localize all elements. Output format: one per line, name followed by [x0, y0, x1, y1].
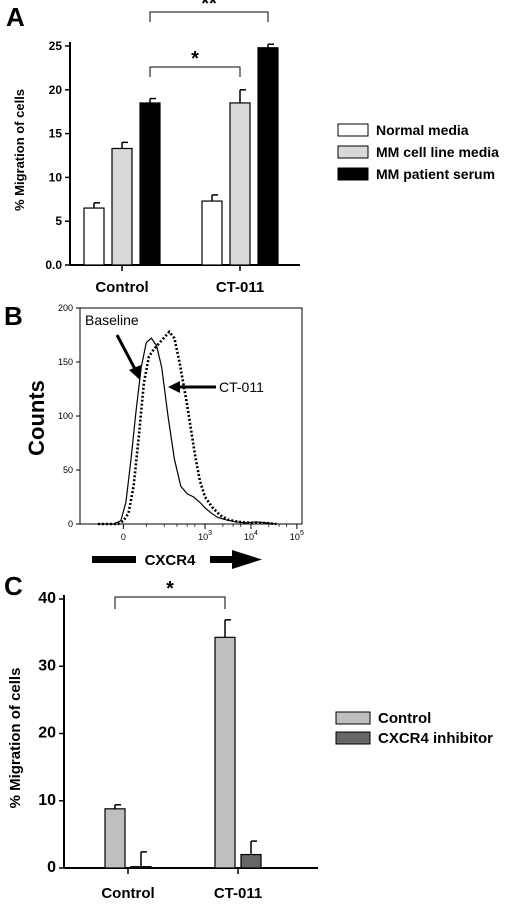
- chart-a-bar: [111, 147, 133, 266]
- chart-b-xtick-label: 105: [290, 530, 304, 542]
- chart-c-legend-label: Control: [378, 710, 431, 727]
- chart-b-ytick-label: 100: [58, 411, 73, 421]
- chart-b: Counts 0 50 100 150 200 0 103 104 105 CXCR4 Basel…: [24, 303, 304, 569]
- chart-c-legend-swatch: [335, 711, 371, 725]
- chart-b-series-ct-011: [97, 329, 277, 526]
- chart-b-xtick-label: 0: [121, 532, 126, 542]
- chart-b-ytick-label: 150: [58, 357, 73, 367]
- chart-b-annotation-baseline-arrow: [115, 334, 138, 372]
- chart-a-ytick-label: 25: [49, 39, 63, 53]
- chart-a-legend-swatch: [337, 167, 369, 181]
- chart-b-ytick-label: 50: [63, 465, 73, 475]
- chart-a-bar: [83, 207, 105, 266]
- chart-a-ytick-label: 15: [49, 127, 63, 141]
- chart-c-ytick-label: 20: [38, 725, 56, 742]
- chart-b-xlabel-arrow-tail: [92, 556, 136, 563]
- chart-a-legend-label: MM cell line media: [376, 144, 499, 160]
- chart-c-category-label: CT-011: [214, 885, 262, 902]
- chart-c-category-label: Control: [101, 885, 154, 902]
- chart-a-bar: [257, 47, 279, 266]
- chart-a-ytick-label: 5: [55, 214, 62, 228]
- chart-b-annotation-ct011-arrowhead: [168, 381, 180, 393]
- chart-a-bar: [139, 102, 161, 266]
- chart-a-ytick-label: 20: [49, 83, 63, 97]
- chart-c-ytick-label: 30: [38, 657, 56, 674]
- chart-a-bar: [229, 102, 251, 266]
- chart-c-bar: [240, 853, 262, 869]
- chart-c-bar: [130, 866, 152, 869]
- chart-b-xtick-label: 104: [244, 530, 258, 542]
- chart-b-xlabel-arrow-head: [232, 550, 262, 569]
- chart-b-series-baseline: [97, 337, 277, 525]
- chart-c-significance-bracket: [114, 596, 226, 609]
- panel-label-a: A: [6, 2, 25, 32]
- chart-c-bar: [104, 808, 126, 869]
- chart-b-annotation-ct011: CT-011: [219, 379, 264, 395]
- chart-a: % Migration of cells 0.0 5 10 15 20 25 Control…: [12, 0, 499, 296]
- chart-b-ytick-label: 0: [68, 519, 73, 529]
- chart-a-significance-label: *: [191, 48, 199, 70]
- chart-b-annotation-baseline: Baseline: [85, 312, 139, 328]
- chart-c-legend-label: CXCR4 inhibitor: [378, 730, 493, 747]
- chart-b-xlabel-arrow-body: [210, 556, 232, 563]
- chart-a-bar: [201, 200, 223, 266]
- chart-b-annotation-baseline-arrowhead: [129, 365, 141, 380]
- chart-b-xtick-label: 103: [198, 530, 212, 542]
- chart-c-legend-swatch: [335, 731, 371, 745]
- chart-c-ylabel: % Migration of cells: [7, 668, 24, 809]
- chart-c-ytick-label: 40: [38, 590, 56, 607]
- chart-a-legend-label: Normal media: [376, 122, 469, 138]
- chart-a-category-label: CT-011: [216, 279, 264, 296]
- chart-c-significance-label: *: [166, 578, 174, 600]
- chart-c-ytick-label: 10: [38, 792, 56, 809]
- chart-a-category-label: Control: [95, 279, 148, 296]
- chart-b-ytick-label: 200: [58, 303, 73, 313]
- chart-b-plot-frame: [79, 307, 303, 525]
- chart-b-xlabel: CXCR4: [145, 552, 197, 569]
- chart-a-legend-swatch: [337, 145, 369, 159]
- panel-label-c: C: [4, 571, 23, 601]
- chart-a-ylabel: % Migration of cells: [12, 89, 27, 211]
- chart-a-ytick-label: 10: [49, 170, 63, 184]
- chart-c: % Migration of cells 0 10 20 30 40 Control CT-…: [7, 578, 493, 902]
- chart-c-bar: [214, 636, 236, 869]
- chart-a-significance-bracket: [149, 11, 269, 22]
- chart-a-ytick-label: 0.0: [45, 258, 62, 272]
- chart-c-ytick-label: 0: [47, 859, 56, 876]
- panel-label-b: B: [4, 301, 23, 331]
- chart-a-significance-bracket: [149, 66, 241, 77]
- chart-a-legend-label: MM patient serum: [376, 166, 495, 182]
- chart-b-ylabel: Counts: [24, 380, 49, 456]
- chart-a-significance-label: **: [201, 0, 217, 15]
- chart-a-legend-swatch: [337, 123, 369, 137]
